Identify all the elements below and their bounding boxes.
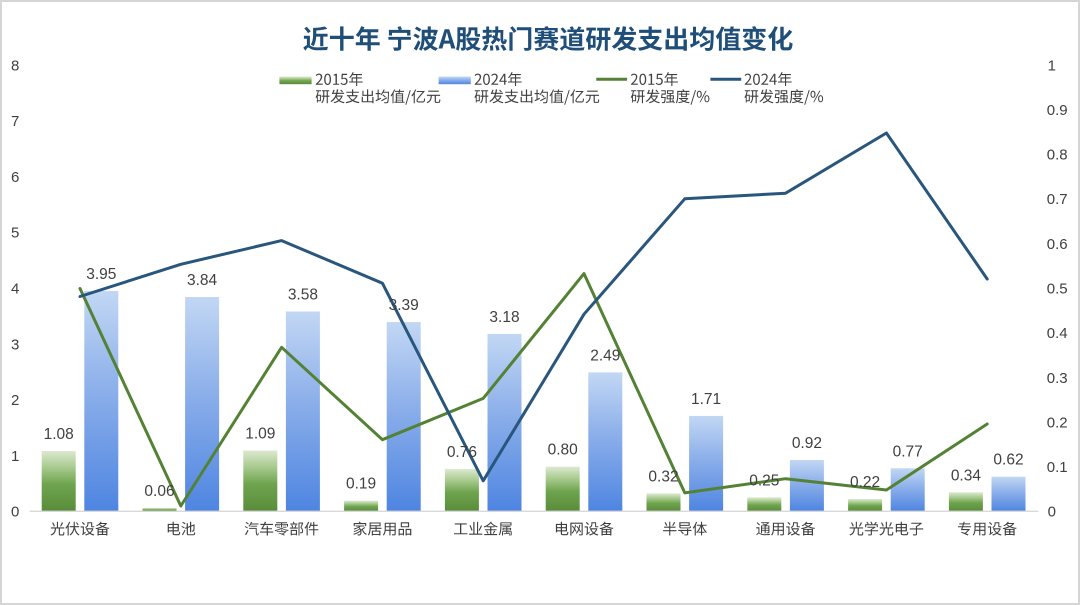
svg-text:3: 3 xyxy=(11,336,19,353)
svg-text:0.8: 0.8 xyxy=(1047,147,1068,164)
svg-text:5: 5 xyxy=(11,225,19,242)
svg-text:0.62: 0.62 xyxy=(993,452,1023,469)
svg-text:0.3: 0.3 xyxy=(1047,370,1068,387)
svg-text:0: 0 xyxy=(1048,504,1056,521)
svg-text:7: 7 xyxy=(11,113,19,130)
svg-text:0.19: 0.19 xyxy=(346,476,376,493)
svg-text:3.18: 3.18 xyxy=(489,309,519,326)
svg-text:0.32: 0.32 xyxy=(648,468,678,485)
svg-text:0.92: 0.92 xyxy=(792,435,822,452)
svg-text:1: 1 xyxy=(1048,57,1056,74)
svg-text:0.34: 0.34 xyxy=(951,467,982,484)
svg-text:1: 1 xyxy=(11,448,19,465)
svg-text:0.1: 0.1 xyxy=(1047,459,1068,476)
svg-text:0: 0 xyxy=(11,504,19,521)
svg-text:3.84: 3.84 xyxy=(187,272,218,289)
svg-text:4: 4 xyxy=(11,281,19,298)
svg-text:0.9: 0.9 xyxy=(1047,102,1068,119)
svg-text:0.77: 0.77 xyxy=(893,443,923,460)
svg-text:3.95: 3.95 xyxy=(86,266,116,283)
svg-text:0.22: 0.22 xyxy=(850,474,880,491)
svg-text:0.25: 0.25 xyxy=(749,472,779,489)
svg-text:3.39: 3.39 xyxy=(389,297,419,314)
svg-text:6: 6 xyxy=(11,169,19,186)
svg-text:3.58: 3.58 xyxy=(288,287,318,304)
svg-text:8: 8 xyxy=(11,57,19,74)
svg-text:0.76: 0.76 xyxy=(447,444,477,461)
svg-text:2.49: 2.49 xyxy=(590,347,620,364)
svg-text:0.06: 0.06 xyxy=(144,483,174,500)
svg-text:0.80: 0.80 xyxy=(548,442,579,459)
svg-text:1.08: 1.08 xyxy=(44,426,74,443)
svg-text:0.2: 0.2 xyxy=(1047,414,1068,431)
svg-text:0.7: 0.7 xyxy=(1047,191,1068,208)
svg-text:2: 2 xyxy=(11,392,19,409)
svg-text:0.4: 0.4 xyxy=(1047,325,1068,342)
svg-text:0.5: 0.5 xyxy=(1047,281,1068,298)
svg-text:1.71: 1.71 xyxy=(691,391,721,408)
svg-text:1.09: 1.09 xyxy=(245,426,275,443)
svg-text:0.6: 0.6 xyxy=(1047,236,1068,253)
